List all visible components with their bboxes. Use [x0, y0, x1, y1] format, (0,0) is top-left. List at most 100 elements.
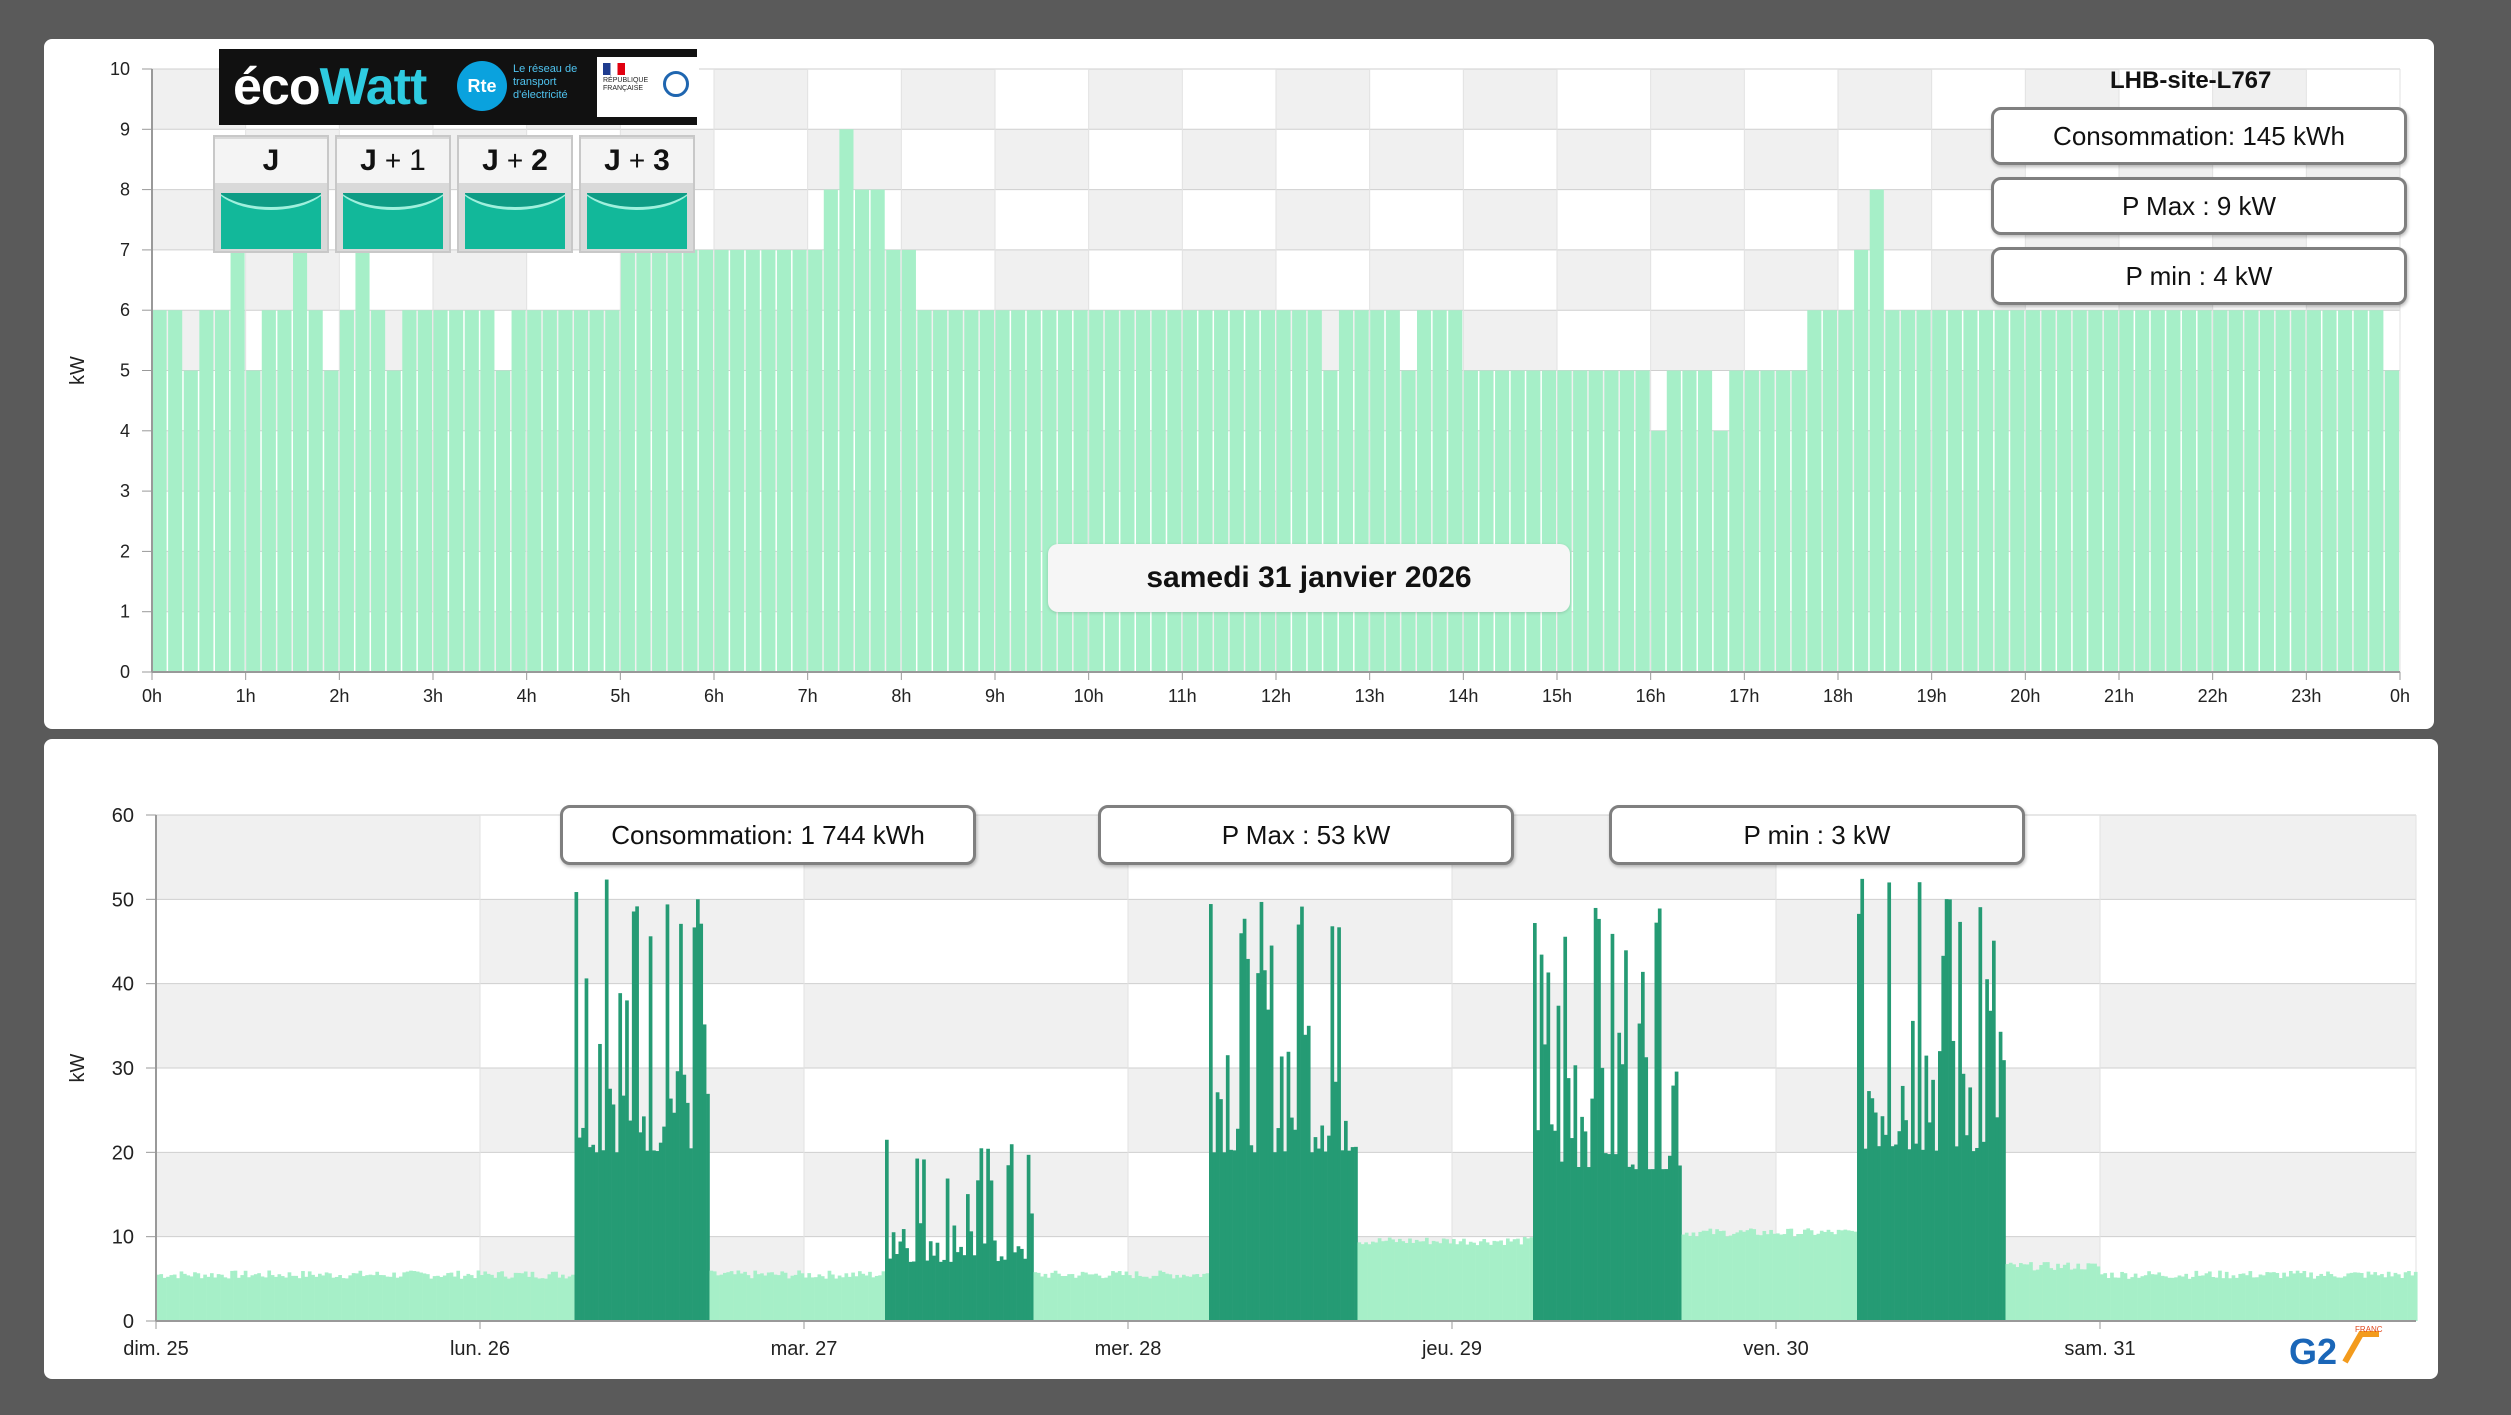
bar — [1684, 1232, 1689, 1321]
ecowatt-day-label: J — [482, 144, 499, 177]
bar — [284, 1277, 288, 1321]
bar — [574, 892, 579, 1321]
grid-cell — [995, 249, 1089, 311]
grid-cell — [433, 249, 527, 311]
bar — [233, 1270, 238, 1321]
bar — [2400, 1277, 2405, 1321]
bar — [636, 249, 651, 672]
bar — [2231, 1275, 2236, 1321]
bar — [1273, 1152, 1277, 1321]
grid-cell — [901, 551, 995, 612]
bar — [1269, 945, 1274, 1321]
bar — [588, 1147, 592, 1321]
bar — [378, 1275, 383, 1321]
bar — [1011, 310, 1026, 672]
bar — [429, 1278, 434, 1321]
bar — [1576, 1167, 1581, 1321]
bar — [972, 1255, 977, 1321]
x-tick-label: 6h — [704, 686, 724, 706]
bar — [1347, 1150, 1352, 1321]
bar — [1205, 1273, 1210, 1321]
grid-cell — [156, 983, 480, 1068]
bar — [817, 1274, 822, 1321]
bar — [574, 310, 589, 672]
bar — [2041, 310, 2056, 672]
y-tick-label: 50 — [112, 889, 134, 911]
grid-cell — [1182, 129, 1276, 190]
bar — [1846, 1230, 1851, 1321]
bar — [1350, 1147, 1355, 1321]
bar — [675, 1071, 680, 1321]
bar — [652, 1150, 656, 1321]
ecowatt-logo: écoWatt Rte Le réseau de transport d'éle… — [219, 49, 699, 125]
bar — [250, 1275, 255, 1321]
bar — [1432, 310, 1447, 672]
bar — [1138, 1275, 1142, 1321]
bar — [2197, 1275, 2202, 1321]
bar — [186, 1275, 191, 1321]
bar — [1782, 1234, 1787, 1321]
ecowatt-day-label: J — [262, 144, 280, 177]
bar — [1418, 1241, 1422, 1321]
bar — [554, 1271, 558, 1321]
bar — [432, 1276, 437, 1321]
y-tick-label: 20 — [112, 1142, 134, 1164]
bar — [2046, 1262, 2050, 1321]
x-tick-label: 14h — [1448, 686, 1478, 706]
ecowatt-day-j3[interactable]: J +3 — [579, 135, 695, 253]
bar — [1185, 1276, 1190, 1321]
grid-cell — [433, 491, 527, 552]
bar — [1195, 1274, 1200, 1321]
bar — [1425, 1237, 1429, 1321]
bar — [1323, 1151, 1328, 1321]
bar — [293, 249, 308, 672]
bar — [2103, 1273, 2108, 1321]
ecowatt-day-j1[interactable]: J +1 — [335, 135, 451, 253]
grid-cell — [1557, 611, 1651, 672]
day-pmin-box: P min : 4 kW — [1991, 247, 2407, 305]
bar — [2049, 1268, 2054, 1321]
bar — [365, 1275, 369, 1321]
bar — [324, 370, 339, 672]
bar — [392, 1272, 396, 1321]
bar — [1445, 1239, 1449, 1321]
bar — [1927, 1122, 1932, 1321]
grid-cell — [995, 611, 1089, 672]
bar — [1708, 1228, 1713, 1321]
bar — [1904, 1120, 1908, 1321]
grid-cell — [901, 69, 995, 130]
ademe-logo-icon — [663, 71, 689, 97]
bar — [2160, 1275, 2165, 1321]
x-tick-label: 13h — [1355, 686, 1385, 706]
bar — [854, 1276, 859, 1321]
ecowatt-day-j[interactable]: J — [213, 135, 329, 253]
grid-cell — [620, 370, 714, 431]
bar — [1428, 1244, 1433, 1321]
bar — [1245, 310, 1260, 672]
bar — [1198, 310, 1213, 672]
bar — [301, 1271, 305, 1321]
bar — [1452, 1238, 1456, 1321]
bar — [1975, 1147, 1979, 1321]
bar — [918, 1223, 923, 1321]
bar — [1971, 1151, 1976, 1321]
bar — [358, 1270, 363, 1321]
bar — [1438, 1243, 1443, 1321]
bar — [1948, 899, 1952, 1321]
ecowatt-day-j2[interactable]: J +2 — [457, 135, 573, 253]
bar — [1924, 1055, 1929, 1321]
bar — [618, 993, 623, 1321]
bar — [2019, 1263, 2023, 1321]
bar — [321, 1275, 326, 1321]
bar — [558, 310, 573, 672]
bar — [2073, 1268, 2077, 1321]
bar — [885, 1139, 889, 1321]
bar — [1869, 189, 1884, 672]
ecowatt-widget[interactable]: écoWatt Rte Le réseau de transport d'éle… — [211, 49, 699, 254]
bar — [2289, 1270, 2293, 1321]
bar — [2272, 1272, 2276, 1321]
bar — [581, 1127, 585, 1321]
bar — [2140, 1276, 2145, 1321]
bar — [2386, 1271, 2391, 1321]
grid-cell — [807, 129, 902, 190]
